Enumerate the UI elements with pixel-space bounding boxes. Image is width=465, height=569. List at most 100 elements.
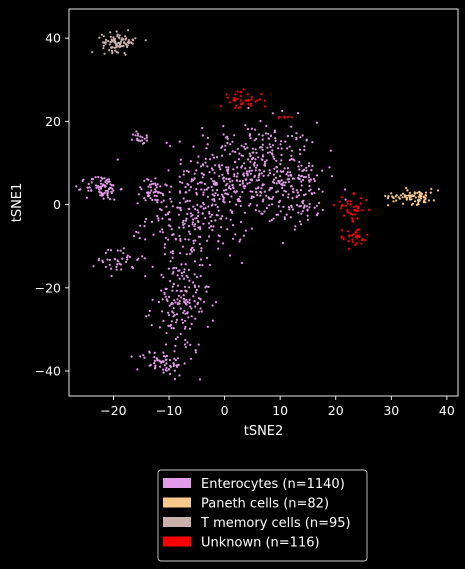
data-point [256, 179, 259, 182]
data-point [204, 161, 207, 164]
data-point [122, 252, 125, 255]
data-point [168, 372, 172, 376]
data-point [279, 163, 282, 166]
data-point [195, 288, 198, 292]
data-point [156, 359, 159, 362]
data-point [223, 189, 226, 192]
data-point [240, 154, 243, 157]
series-2 [91, 29, 147, 56]
data-point [260, 187, 263, 190]
data-point [280, 140, 283, 143]
data-point [303, 205, 306, 208]
data-point [193, 260, 197, 263]
data-point [113, 37, 116, 41]
data-point [263, 170, 266, 173]
data-point [143, 356, 146, 359]
data-point [102, 192, 105, 195]
data-point [221, 164, 224, 167]
data-point [282, 181, 285, 184]
data-point [249, 102, 252, 105]
data-point [241, 182, 245, 185]
data-point [409, 194, 412, 197]
data-point [184, 191, 187, 194]
data-point [211, 319, 214, 322]
data-point [199, 307, 202, 310]
data-point [243, 187, 246, 190]
data-point [415, 203, 419, 206]
data-point [167, 238, 170, 241]
data-point [97, 175, 100, 179]
data-point [152, 233, 155, 236]
data-point [190, 178, 193, 181]
data-point [255, 151, 258, 154]
data-point [295, 132, 298, 135]
data-point [316, 212, 319, 215]
data-point [187, 170, 190, 173]
data-point [250, 169, 253, 172]
data-point [112, 184, 115, 187]
data-point [286, 115, 290, 119]
data-point [200, 310, 203, 313]
data-point [141, 139, 144, 142]
data-point [200, 172, 203, 175]
data-point [145, 134, 148, 137]
data-point [298, 177, 301, 181]
data-point [221, 215, 224, 218]
data-point [187, 238, 190, 241]
data-point [298, 168, 301, 171]
data-point [194, 317, 197, 320]
data-point [290, 125, 293, 128]
data-point [340, 205, 343, 208]
data-point [115, 268, 118, 271]
data-point [182, 226, 185, 229]
data-point [150, 324, 153, 327]
data-point [154, 184, 157, 187]
data-point [216, 189, 219, 192]
data-point [119, 249, 122, 252]
data-point [250, 104, 253, 107]
data-point [408, 196, 411, 199]
data-point [317, 187, 320, 191]
data-point [266, 151, 270, 154]
data-point [240, 166, 243, 169]
data-point [244, 124, 247, 127]
data-point [256, 164, 259, 167]
data-point [177, 213, 180, 216]
data-point [117, 41, 120, 45]
data-point [160, 208, 163, 212]
data-point [214, 164, 217, 167]
data-point [182, 170, 185, 173]
data-point [126, 44, 129, 47]
data-point [188, 207, 191, 211]
data-point [285, 173, 288, 176]
data-point [267, 132, 270, 135]
data-point [163, 364, 166, 367]
data-point [123, 52, 126, 55]
data-point [308, 162, 311, 165]
data-point [222, 133, 225, 136]
data-point [318, 201, 321, 205]
data-point [172, 267, 175, 270]
data-point [175, 321, 178, 324]
data-point [244, 229, 247, 232]
data-point [355, 231, 358, 234]
data-point [251, 179, 254, 182]
data-point [147, 192, 150, 195]
data-point [137, 257, 140, 260]
data-point [111, 49, 114, 53]
data-point [248, 134, 251, 137]
data-point [106, 190, 110, 193]
data-point [195, 276, 199, 279]
data-point [194, 305, 197, 308]
data-point [131, 265, 134, 268]
data-point [211, 304, 214, 307]
data-point [299, 189, 302, 192]
data-point [366, 233, 369, 236]
data-point [246, 173, 249, 176]
data-point [172, 307, 175, 310]
data-point [191, 246, 194, 249]
data-point [268, 169, 271, 172]
data-point [424, 201, 427, 204]
data-point [233, 161, 237, 164]
